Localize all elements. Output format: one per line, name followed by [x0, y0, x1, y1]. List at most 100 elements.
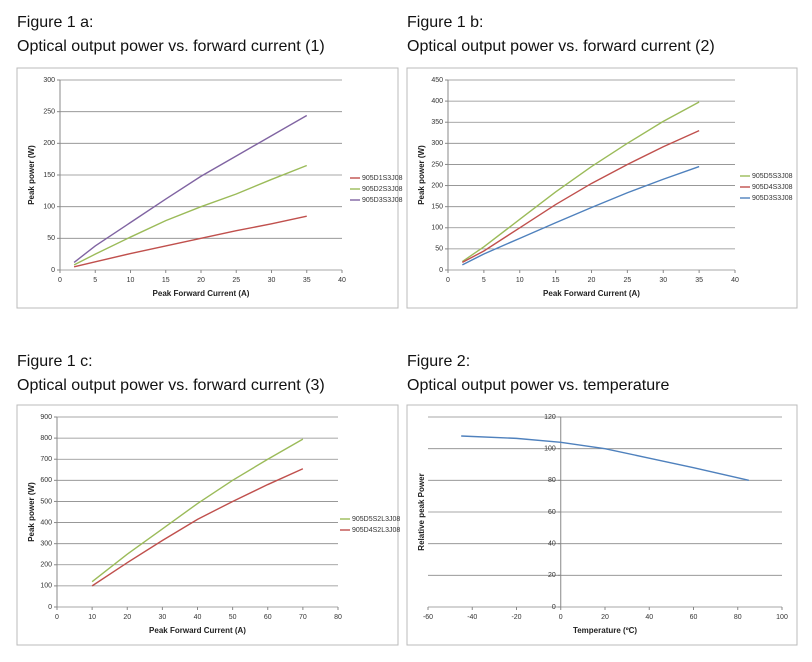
panel	[16, 404, 399, 646]
legend-label: 905D2S3J08	[362, 186, 403, 193]
x-tick-label: 25	[623, 277, 631, 284]
y-axis-label: Peak power (W)	[27, 145, 36, 205]
y-tick-label: 300	[40, 541, 52, 548]
x-axis-label: Peak Forward Current (A)	[543, 289, 640, 298]
panel	[406, 67, 798, 309]
chart-title: Figure 1 c:	[17, 353, 93, 370]
chart-subtitle: Optical output power vs. forward current…	[407, 38, 715, 55]
y-tick-label: 150	[431, 204, 443, 211]
x-tick-label: 60	[264, 614, 272, 621]
series-line	[73, 215, 307, 268]
y-axis-label: Relative peak Power	[417, 473, 426, 550]
y-tick-label: 600	[40, 477, 52, 484]
x-tick-label: 5	[93, 277, 97, 284]
x-tick-label: -40	[467, 614, 477, 621]
x-tick-label: 35	[303, 277, 311, 284]
y-tick-label: 0	[51, 267, 55, 274]
x-tick-label: 30	[268, 277, 276, 284]
chart-subtitle: Optical output power vs. forward current…	[17, 377, 325, 394]
x-tick-label: 5	[482, 277, 486, 284]
y-tick-label: 900	[40, 414, 52, 421]
x-axis-label: Temperature (ºC)	[573, 626, 637, 635]
x-tick-label: 40	[731, 277, 739, 284]
y-tick-label: 400	[431, 98, 443, 105]
y-tick-label: 50	[47, 235, 55, 242]
y-tick-label: 100	[40, 583, 52, 590]
chart-title: Figure 1 a:	[17, 14, 93, 31]
x-tick-label: 20	[123, 614, 131, 621]
x-tick-label: 25	[232, 277, 240, 284]
y-tick-label: 40	[548, 541, 556, 548]
x-tick-label: 0	[446, 277, 450, 284]
series-line	[91, 468, 304, 587]
series-line	[461, 435, 749, 482]
x-tick-label: 50	[229, 614, 237, 621]
x-tick-label: 100	[776, 614, 788, 621]
y-tick-label: 120	[544, 414, 556, 421]
series-line	[462, 130, 700, 264]
y-tick-label: 0	[552, 604, 556, 611]
y-tick-label: 0	[48, 604, 52, 611]
x-tick-label: -20	[511, 614, 521, 621]
y-tick-label: 250	[43, 109, 55, 116]
y-tick-label: 150	[43, 172, 55, 179]
panel	[16, 67, 399, 309]
y-tick-label: 450	[431, 77, 443, 84]
x-tick-label: 40	[194, 614, 202, 621]
series-line	[91, 438, 304, 583]
x-tick-label: 20	[601, 614, 609, 621]
y-tick-label: 700	[40, 456, 52, 463]
y-tick-label: 100	[431, 225, 443, 232]
y-tick-label: 200	[40, 562, 52, 569]
y-tick-label: 350	[431, 119, 443, 126]
y-tick-label: 300	[43, 77, 55, 84]
x-axis-label: Peak Forward Current (A)	[153, 289, 250, 298]
y-tick-label: 100	[43, 204, 55, 211]
series-line	[462, 165, 700, 266]
chart-title: Figure 1 b:	[407, 14, 483, 31]
x-tick-label: 60	[690, 614, 698, 621]
x-tick-label: 20	[588, 277, 596, 284]
x-tick-label: 80	[334, 614, 342, 621]
series-line	[461, 101, 700, 263]
y-tick-label: 250	[431, 161, 443, 168]
legend-label: 905D1S3J08	[362, 175, 403, 182]
y-tick-label: 50	[435, 246, 443, 253]
y-tick-label: 200	[43, 140, 55, 147]
y-tick-label: 800	[40, 435, 52, 442]
legend-label: 905D3S3J08	[752, 195, 793, 202]
y-tick-label: 400	[40, 519, 52, 526]
legend-label: 905D5S2L3J08	[352, 516, 400, 523]
x-tick-label: 0	[559, 614, 563, 621]
x-tick-label: 70	[299, 614, 307, 621]
x-tick-label: 80	[734, 614, 742, 621]
chart-subtitle: Optical output power vs. forward current…	[17, 38, 325, 55]
y-tick-label: 20	[548, 572, 556, 579]
y-tick-label: 300	[431, 140, 443, 147]
y-tick-label: 60	[548, 509, 556, 516]
x-axis-label: Peak Forward Current (A)	[149, 626, 246, 635]
x-tick-label: 30	[659, 277, 667, 284]
chart-title: Figure 2:	[407, 353, 470, 370]
chart-subtitle: Optical output power vs. temperature	[407, 377, 669, 394]
y-tick-label: 100	[544, 446, 556, 453]
x-tick-label: 15	[552, 277, 560, 284]
series-line	[73, 114, 308, 263]
x-tick-label: 15	[162, 277, 170, 284]
x-tick-label: 10	[88, 614, 96, 621]
series-line	[73, 164, 308, 266]
x-tick-label: -60	[423, 614, 433, 621]
panel	[406, 404, 798, 646]
x-tick-label: 40	[338, 277, 346, 284]
x-tick-label: 20	[197, 277, 205, 284]
x-tick-label: 10	[516, 277, 524, 284]
y-axis-label: Peak power (W)	[417, 145, 426, 205]
y-tick-label: 80	[548, 477, 556, 484]
y-tick-label: 0	[439, 267, 443, 274]
legend-label: 905D3S3J08	[362, 197, 403, 204]
x-tick-label: 35	[695, 277, 703, 284]
x-tick-label: 0	[58, 277, 62, 284]
legend-label: 905D5S3J08	[752, 173, 793, 180]
y-tick-label: 200	[431, 182, 443, 189]
